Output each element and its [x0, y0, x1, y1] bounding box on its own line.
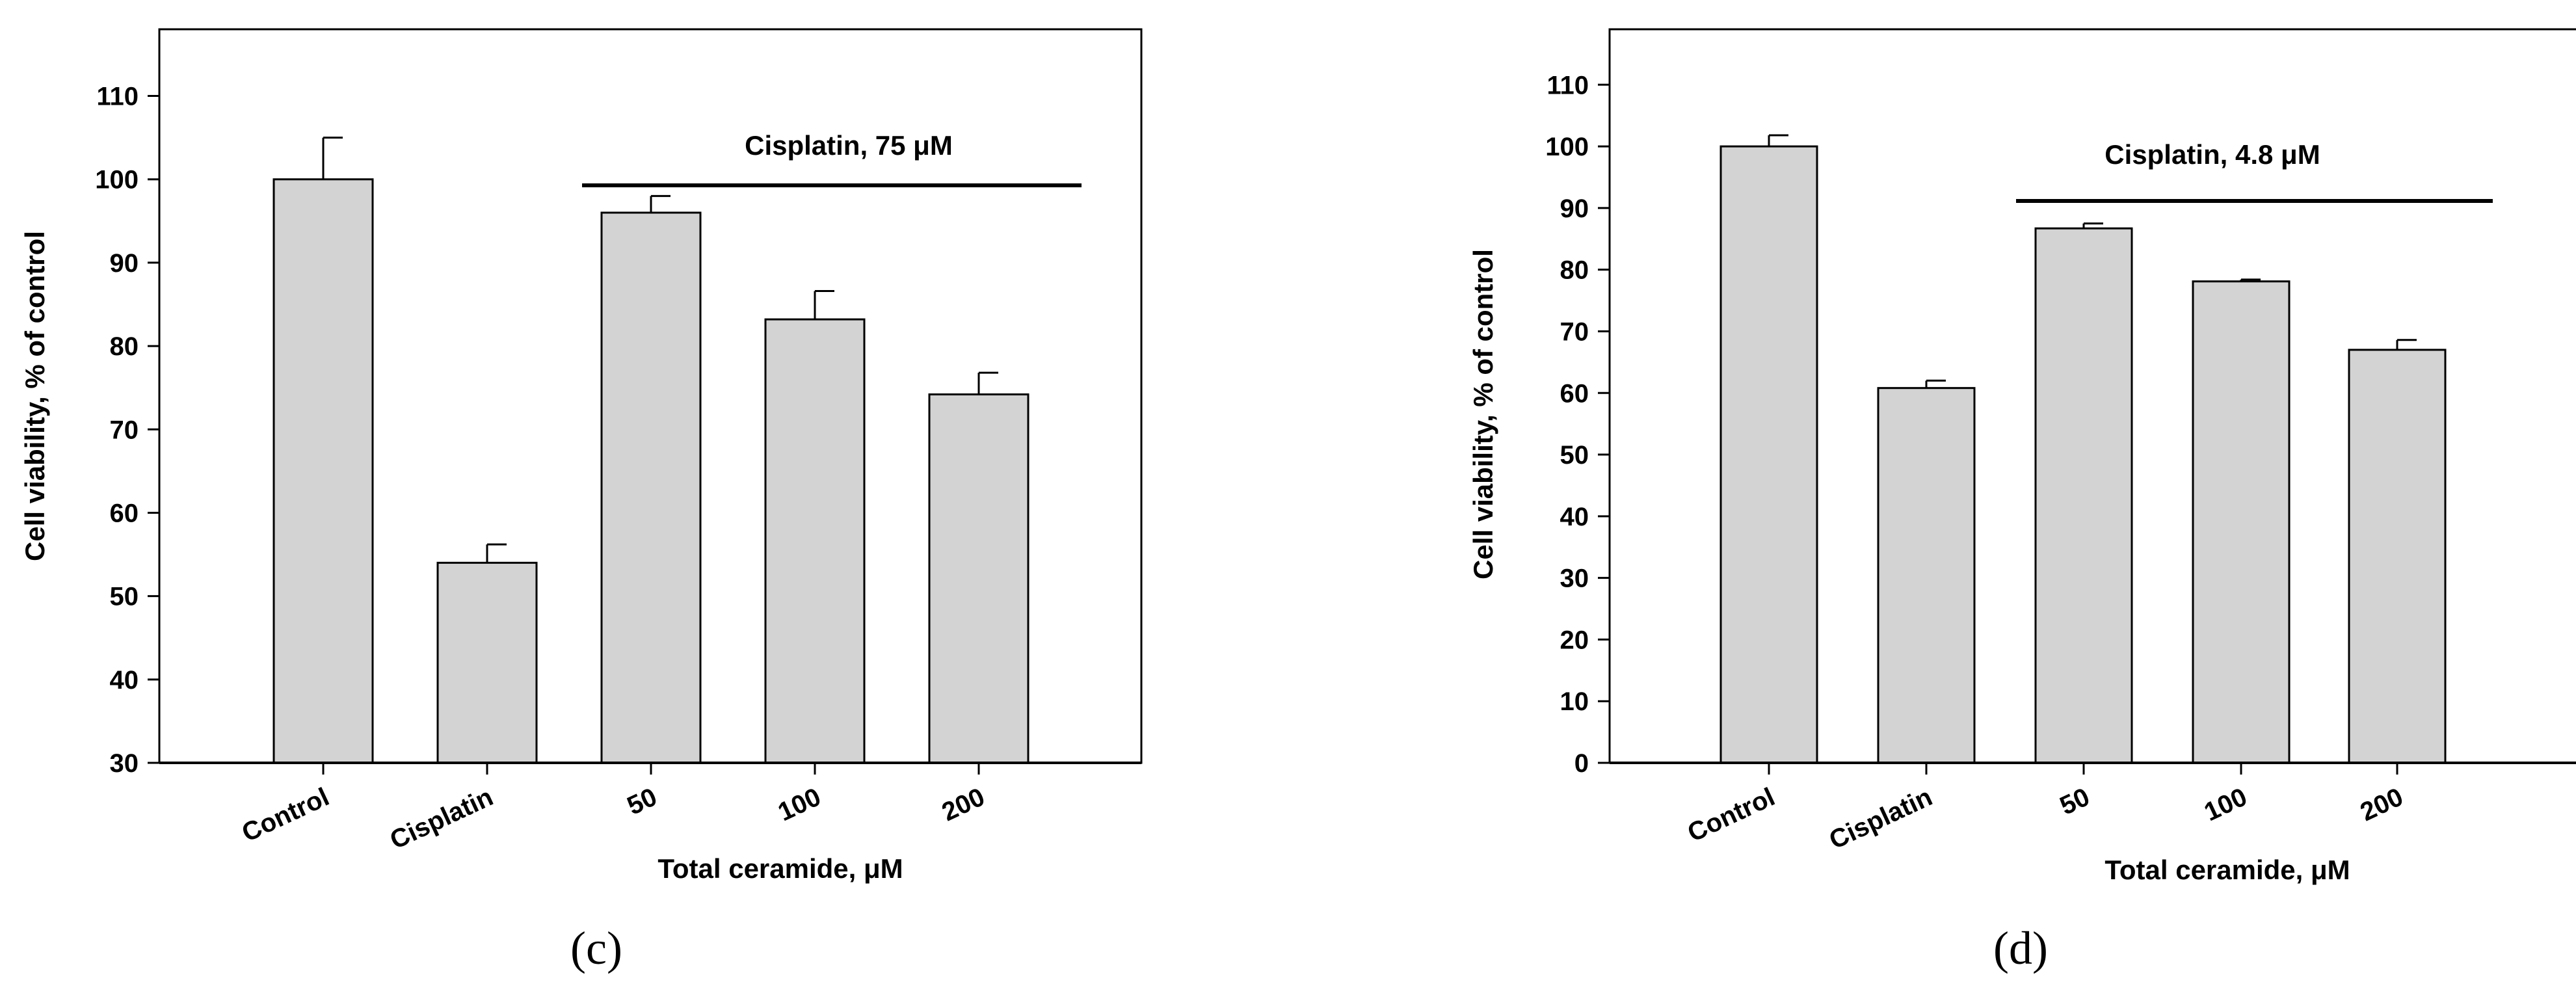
y-tick-label: 20	[1560, 626, 1589, 654]
bar-cisplatin	[436, 561, 538, 764]
x-tick-label: 100	[2200, 782, 2251, 827]
x-axis-title: Total ceramide, μM	[2105, 855, 2350, 885]
y-tick-label: 100	[1545, 133, 1589, 161]
y-tick-label: 30	[1560, 564, 1589, 593]
y-tick-label: 30	[110, 749, 139, 778]
bar-100	[2192, 280, 2291, 764]
y-tick-label: 90	[1560, 194, 1589, 223]
x-ticks: Control Cisplatin 50 100 200	[1683, 763, 2408, 855]
bar-100	[764, 318, 866, 764]
bar-50	[600, 211, 702, 764]
chart-panel-d: 0 10 20 30 40 50 60 70 80 90 100 110 Control Cisplat…	[1468, 28, 2576, 974]
x-tick-label: 200	[2356, 782, 2408, 827]
x-tick-label: Control	[1683, 782, 1779, 847]
bar-cisplatin	[1877, 387, 1976, 764]
chart-panel-c: 30 40 50 60 70 80 90 100 110 Control Cisplatin 50 1…	[20, 28, 1143, 974]
x-tick-label: 50	[2056, 782, 2094, 821]
panel-label: (d)	[1993, 922, 2048, 974]
x-tick-label: Control	[237, 782, 333, 847]
error-bars	[1768, 134, 2417, 388]
y-tick-label: 60	[1560, 379, 1589, 408]
bars	[272, 178, 1029, 764]
error-bars	[322, 137, 998, 563]
y-ticks: 30 40 50 60 70 80 90 100 110	[95, 83, 159, 778]
x-tick-label: 200	[938, 782, 989, 827]
bar-50	[2034, 227, 2133, 764]
y-tick-label: 80	[110, 332, 139, 361]
bar-200	[2348, 349, 2447, 764]
bar-control	[272, 178, 374, 764]
y-tick-label: 0	[1574, 749, 1589, 778]
x-tick-label: Cisplatin	[1825, 782, 1937, 855]
y-axis-title: Cell viability, % of control	[20, 231, 50, 561]
y-tick-label: 100	[95, 166, 139, 194]
bar-control	[1720, 145, 1818, 764]
y-tick-label: 110	[1547, 71, 1589, 100]
y-tick-label: 110	[96, 83, 139, 111]
y-tick-label: 60	[110, 499, 139, 527]
y-ticks: 0 10 20 30 40 50 60 70 80 90 100 110	[1545, 71, 1610, 778]
bars	[1720, 145, 2447, 764]
cisplatin-bracket-label: Cisplatin, 75 μM	[745, 130, 953, 161]
panel-label: (c)	[570, 922, 622, 974]
y-tick-label: 70	[1560, 317, 1589, 346]
bar-200	[928, 393, 1029, 764]
y-tick-label: 50	[1560, 441, 1589, 470]
x-tick-label: 50	[623, 782, 661, 821]
cisplatin-bracket-label: Cisplatin, 4.8 μM	[2105, 139, 2320, 170]
y-tick-label: 50	[110, 583, 139, 611]
y-tick-label: 40	[110, 666, 139, 695]
y-tick-label: 10	[1560, 687, 1589, 716]
y-tick-label: 80	[1560, 256, 1589, 285]
x-tick-label: 100	[774, 782, 825, 827]
x-ticks: Control Cisplatin 50 100 200	[237, 763, 989, 855]
x-axis-title: Total ceramide, μM	[657, 853, 903, 884]
y-tick-label: 70	[110, 416, 139, 444]
y-tick-label: 90	[110, 249, 139, 278]
y-tick-label: 40	[1560, 503, 1589, 531]
x-tick-label: Cisplatin	[386, 782, 498, 855]
y-axis-title: Cell viability, % of control	[1468, 249, 1498, 579]
